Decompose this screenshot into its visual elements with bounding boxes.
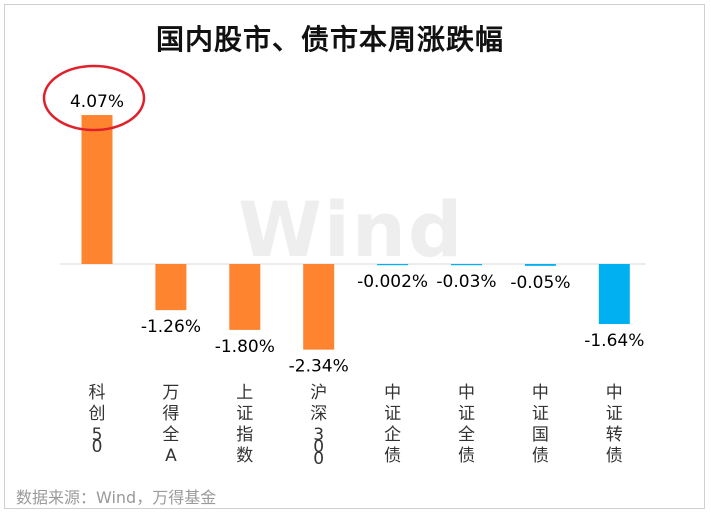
category-label: 中证企债 bbox=[384, 383, 401, 466]
value-label: -0.03% bbox=[436, 272, 496, 292]
category-label: 万得全 A bbox=[162, 383, 179, 466]
value-label: -1.64% bbox=[584, 331, 644, 351]
category-label: 中证全债 bbox=[458, 383, 475, 466]
bar-中证转债 bbox=[598, 264, 630, 325]
value-label: -1.26% bbox=[141, 317, 201, 337]
chart-frame bbox=[4, 4, 705, 509]
category-label: 中证国债 bbox=[532, 383, 549, 466]
bar-万得全A bbox=[155, 264, 187, 311]
bar-科创50 bbox=[81, 115, 113, 265]
bar-中证全债 bbox=[451, 264, 482, 266]
bar-中证国债 bbox=[524, 264, 556, 266]
value-label: -0.002% bbox=[357, 272, 428, 292]
category-label: 上证指数 bbox=[236, 383, 253, 466]
value-label: -1.80% bbox=[215, 337, 275, 357]
bar-沪深300 bbox=[303, 264, 335, 350]
value-label: -0.05% bbox=[510, 273, 570, 293]
watermark: Wind bbox=[238, 185, 465, 274]
value-label: 4.07% bbox=[70, 92, 124, 112]
bar-中证企债 bbox=[377, 264, 409, 266]
highlight-ellipse bbox=[42, 64, 146, 132]
category-label: 沪深 3 0 0 bbox=[310, 383, 327, 469]
value-label: -2.34% bbox=[289, 357, 349, 377]
category-label: 科创 5 0 bbox=[89, 383, 106, 457]
source-note: 数据来源：Wind，万得基金 bbox=[16, 488, 217, 507]
category-label: 中证转债 bbox=[606, 383, 623, 466]
chart-title: 国内股市、债市本周涨跌幅 bbox=[155, 23, 504, 56]
bar-上证指数 bbox=[229, 264, 261, 330]
